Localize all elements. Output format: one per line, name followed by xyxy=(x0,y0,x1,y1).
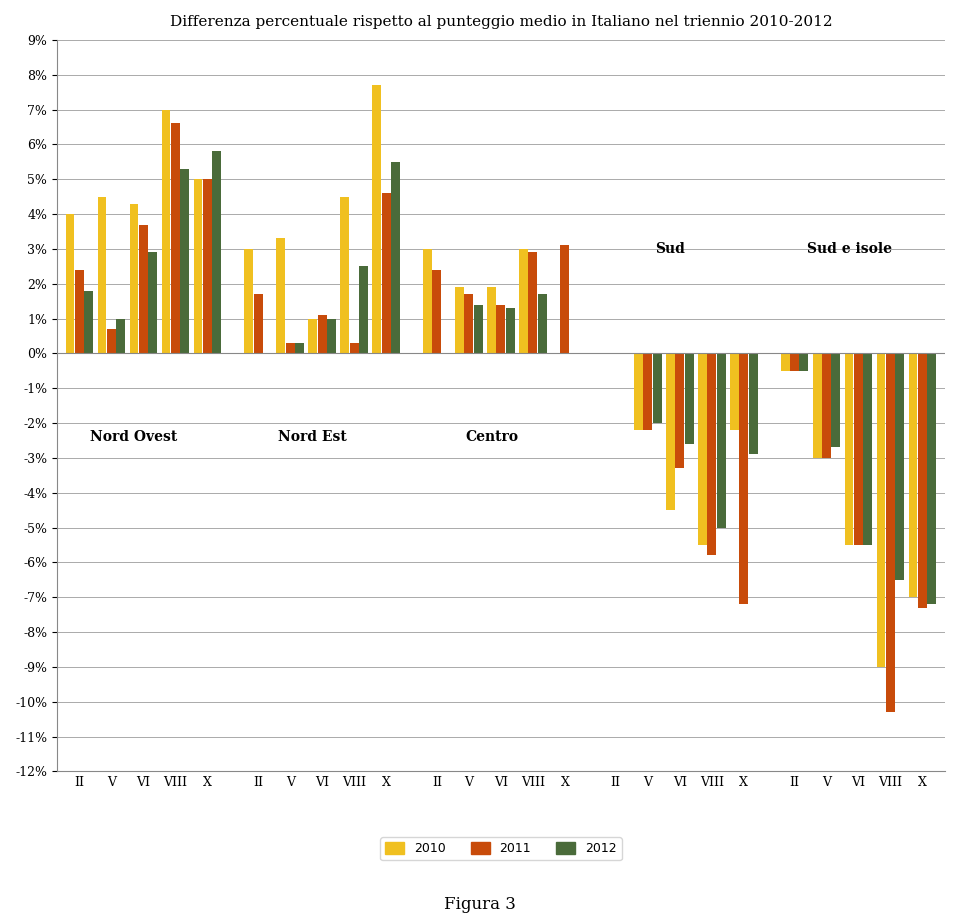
Bar xyxy=(730,353,738,430)
Bar xyxy=(519,249,528,353)
Bar xyxy=(927,353,936,604)
Bar xyxy=(194,179,203,353)
Bar xyxy=(780,353,789,371)
Bar xyxy=(349,343,359,353)
Bar xyxy=(716,353,726,528)
Bar xyxy=(318,315,326,353)
Bar xyxy=(845,353,853,545)
Text: Nord Ovest: Nord Ovest xyxy=(90,430,178,444)
Bar xyxy=(538,294,547,353)
Bar xyxy=(116,319,126,353)
Title: Differenza percentuale rispetto al punteggio medio in Italiano nel triennio 2010: Differenza percentuale rispetto al punte… xyxy=(170,15,832,29)
Bar xyxy=(918,353,927,608)
Bar xyxy=(75,270,84,353)
Bar xyxy=(487,287,496,353)
Bar xyxy=(643,353,652,430)
Bar xyxy=(308,319,317,353)
Bar xyxy=(107,329,116,353)
Bar xyxy=(130,204,138,353)
Bar xyxy=(84,291,93,353)
Bar xyxy=(171,124,180,353)
Text: Sud e isole: Sud e isole xyxy=(806,241,892,256)
Bar xyxy=(212,151,221,353)
Bar xyxy=(876,353,885,667)
Bar xyxy=(465,294,473,353)
Bar xyxy=(98,196,107,353)
Text: Figura 3: Figura 3 xyxy=(444,896,516,912)
Bar xyxy=(474,305,483,353)
Bar xyxy=(831,353,840,447)
Bar xyxy=(382,193,391,353)
Bar xyxy=(634,353,643,430)
Bar xyxy=(391,162,400,353)
Bar xyxy=(340,196,349,353)
Bar xyxy=(286,343,295,353)
Bar xyxy=(896,353,904,580)
Bar xyxy=(528,252,538,353)
Bar xyxy=(822,353,831,458)
Bar xyxy=(506,308,515,353)
Bar xyxy=(684,353,693,444)
Bar xyxy=(423,249,432,353)
Bar xyxy=(496,305,505,353)
Bar xyxy=(908,353,918,598)
Bar xyxy=(372,85,381,353)
Text: Centro: Centro xyxy=(465,430,518,444)
Bar xyxy=(65,214,75,353)
Bar xyxy=(253,294,263,353)
Bar xyxy=(359,266,368,353)
Bar xyxy=(203,179,212,353)
Bar xyxy=(180,169,189,353)
Bar xyxy=(149,252,157,353)
Bar xyxy=(800,353,808,371)
Bar xyxy=(854,353,863,545)
Bar xyxy=(708,353,716,555)
Bar xyxy=(886,353,895,712)
Bar xyxy=(749,353,757,454)
Bar xyxy=(276,239,285,353)
Bar xyxy=(432,270,442,353)
Bar xyxy=(675,353,684,468)
Bar xyxy=(327,319,336,353)
Bar xyxy=(790,353,799,371)
Bar xyxy=(161,109,171,353)
Bar xyxy=(455,287,464,353)
Bar xyxy=(739,353,748,604)
Bar xyxy=(812,353,822,458)
Bar xyxy=(561,245,569,353)
Text: Sud: Sud xyxy=(656,241,685,256)
Bar xyxy=(653,353,661,423)
Bar xyxy=(698,353,707,545)
Bar xyxy=(666,353,675,510)
Legend: 2010, 2011, 2012: 2010, 2011, 2012 xyxy=(380,837,621,860)
Bar xyxy=(139,225,148,353)
Bar xyxy=(244,249,253,353)
Bar xyxy=(863,353,873,545)
Text: Nord Est: Nord Est xyxy=(278,430,348,444)
Bar xyxy=(295,343,304,353)
